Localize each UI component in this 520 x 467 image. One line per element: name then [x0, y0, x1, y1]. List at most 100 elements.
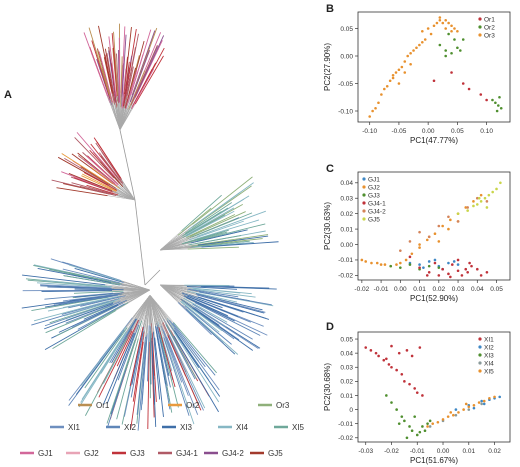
- tree-leaf-branch: [36, 282, 111, 288]
- panel-label-c: C: [326, 163, 334, 175]
- point-gj4-1: [447, 272, 450, 276]
- tree-leaf-branch: [74, 288, 124, 291]
- tree-leaf-branch: [130, 330, 144, 398]
- point-gj4-1: [433, 261, 437, 265]
- tree-leaf-branch: [61, 153, 110, 185]
- tree-leaf-branch: [181, 300, 223, 332]
- point-or2: [450, 51, 453, 55]
- point-xi2: [498, 395, 501, 399]
- point-xi4: [467, 408, 471, 411]
- point-xi5: [446, 415, 450, 418]
- point-gj5: [485, 206, 489, 209]
- point-or3: [418, 43, 421, 47]
- point-gj2: [375, 261, 379, 265]
- point-or3: [441, 21, 445, 25]
- x-tick-label-c: 0.05: [490, 286, 503, 293]
- tree-leaf-branch: [152, 331, 161, 400]
- y-tick-label-d: 0.01: [340, 393, 353, 400]
- point-gj2: [447, 227, 450, 231]
- tree-leaf-branch: [136, 336, 146, 415]
- tree-leaf-branch: [186, 308, 239, 355]
- tree-inner-branch: [159, 284, 197, 295]
- point-xi3: [410, 429, 414, 433]
- tree-leaf-branch: [72, 302, 123, 328]
- tree-leaf-branch: [180, 298, 220, 326]
- point-or2: [491, 98, 494, 102]
- point-gj4-2: [466, 206, 469, 209]
- point-xi1: [397, 351, 401, 355]
- x-tick-label-c: 0.00: [394, 286, 407, 293]
- legend-label-xi2: XI2: [124, 423, 137, 432]
- point-xi3: [415, 433, 419, 437]
- tree-inner-branch: [125, 294, 151, 333]
- tree-leaf-branch: [177, 207, 212, 236]
- point-or3: [388, 79, 392, 83]
- point-xi1: [369, 349, 373, 352]
- tree-leaf-branch: [106, 332, 136, 405]
- tree-leaf-branch: [197, 296, 270, 320]
- point-gj4-2: [456, 220, 460, 223]
- tree-leaf-branch: [194, 219, 260, 240]
- tree-leaf-branch: [185, 297, 235, 322]
- tree-leaf-branch: [168, 334, 206, 409]
- y-tick-label-d: 0.02: [340, 379, 353, 386]
- y-axis-title-d: PC2(30.68%): [323, 363, 332, 411]
- tree-leaf-branch: [40, 284, 112, 289]
- point-gj4-1: [475, 267, 479, 271]
- y-tick-label-d: -0.01: [338, 421, 353, 428]
- tree-leaf-branch: [98, 51, 114, 103]
- tree-leaf-branch: [61, 171, 110, 191]
- tree-leaf-branch: [156, 327, 171, 388]
- point-or3: [423, 38, 427, 41]
- tree-leaf-branch: [192, 307, 254, 351]
- point-xi1: [377, 354, 380, 358]
- point-or2: [459, 49, 462, 52]
- tree-leaf-branch: [91, 40, 111, 99]
- y-tick-label-b: -0.05: [338, 81, 353, 88]
- tree-leaf-branch: [116, 319, 139, 367]
- point-gj4-1: [408, 255, 412, 259]
- tree-inner-branch: [159, 248, 188, 251]
- point-or3: [438, 16, 442, 19]
- tree-leaf-branch: [180, 301, 220, 333]
- point-or3: [380, 93, 383, 96]
- tree-leaf-branch: [199, 291, 272, 306]
- point-xi5: [426, 425, 429, 428]
- tree-leaf-branch: [131, 30, 156, 96]
- point-or3: [374, 106, 377, 110]
- point-gj4-1: [425, 274, 429, 277]
- tree-leaf-branch: [52, 310, 117, 350]
- tree-leaf-branch: [80, 166, 117, 189]
- point-gj4-1: [456, 269, 460, 273]
- tree-leaf-branch: [160, 325, 183, 383]
- tree-inner-branch: [145, 294, 151, 337]
- point-gj5: [483, 196, 487, 200]
- tree-inner-branch: [159, 284, 200, 293]
- tree-leaf-branch: [98, 330, 133, 398]
- tree-trunk-branch: [119, 129, 136, 201]
- tree-leaf-branch: [116, 338, 139, 420]
- tree-leaf-branch: [157, 321, 173, 372]
- tree-leaf-branch: [121, 68, 127, 109]
- tree-leaf-branch: [98, 152, 123, 184]
- point-gj2: [441, 224, 444, 228]
- point-gj5: [472, 204, 475, 208]
- point-xi5: [488, 396, 491, 400]
- tree-leaf-branch: [117, 324, 140, 381]
- tree-leaf-branch: [76, 132, 116, 177]
- point-gj4-2: [427, 235, 431, 239]
- point-gj2: [449, 218, 452, 222]
- tree-leaf-branch: [188, 235, 242, 246]
- point-xi3: [421, 425, 424, 428]
- point-gj4-1: [485, 270, 489, 274]
- tree-leaf-branch: [134, 55, 164, 105]
- tree-leaf-branch: [113, 31, 119, 96]
- point-gj1: [456, 263, 460, 266]
- point-or3: [453, 27, 456, 30]
- point-xi3: [408, 425, 411, 428]
- legend-text-c: GJ4-2: [368, 208, 386, 215]
- tree-leaf-branch: [192, 287, 252, 295]
- x-tick-label-d: 0.01: [462, 448, 475, 455]
- point-or3: [444, 18, 447, 22]
- tree-inner-branch: [159, 284, 199, 298]
